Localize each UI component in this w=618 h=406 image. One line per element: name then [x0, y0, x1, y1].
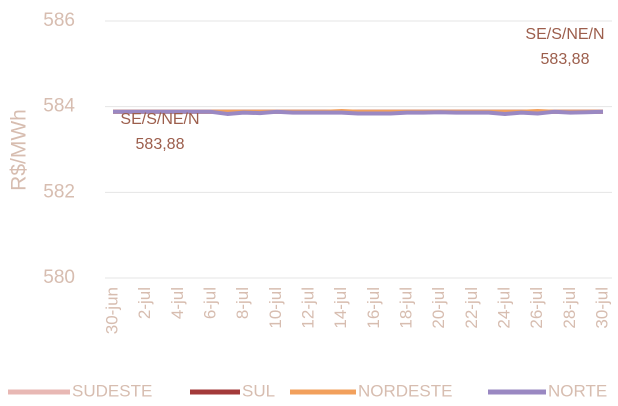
legend-label: NORTE [548, 381, 607, 400]
value-label: 583,88 [136, 136, 185, 153]
legend-label: SUDESTE [72, 381, 152, 400]
x-tick-label: 6-jul [200, 287, 219, 319]
legend-label: NORDESTE [358, 381, 452, 400]
x-tick-label: 28-jul [560, 287, 579, 329]
x-tick-label: 18-jul [396, 287, 415, 329]
x-tick-label: 26-jul [527, 287, 546, 329]
x-tick-label: 30-jul [592, 287, 611, 329]
x-tick-label: 20-jul [429, 287, 448, 329]
value-label: 583,88 [541, 51, 590, 68]
x-tick-label: 12-jul [298, 287, 317, 329]
x-tick-label: 30-jun [102, 287, 121, 334]
annotation: SE/S/NE/N [120, 111, 199, 128]
x-tick-label: 4-jul [168, 287, 187, 319]
legend-label: SUL [242, 381, 275, 400]
y-tick-label: 586 [43, 10, 75, 31]
x-tick-label: 8-jul [233, 287, 252, 319]
x-tick-label: 24-jul [494, 287, 513, 329]
y-tick-label: 582 [43, 181, 75, 202]
y-tick-label: 580 [43, 267, 75, 288]
y-tick-label: 584 [43, 96, 75, 117]
x-tick-label: 2-jul [135, 287, 154, 319]
x-tick-label: 22-jul [462, 287, 481, 329]
series-line [113, 109, 604, 116]
x-tick-label: 16-jul [364, 287, 383, 329]
annotation: SE/S/NE/N [525, 26, 604, 43]
x-tick-label: 14-jul [331, 287, 350, 329]
x-tick-label: 10-jul [266, 287, 285, 329]
y-axis-label: R$/MWh [8, 109, 31, 191]
